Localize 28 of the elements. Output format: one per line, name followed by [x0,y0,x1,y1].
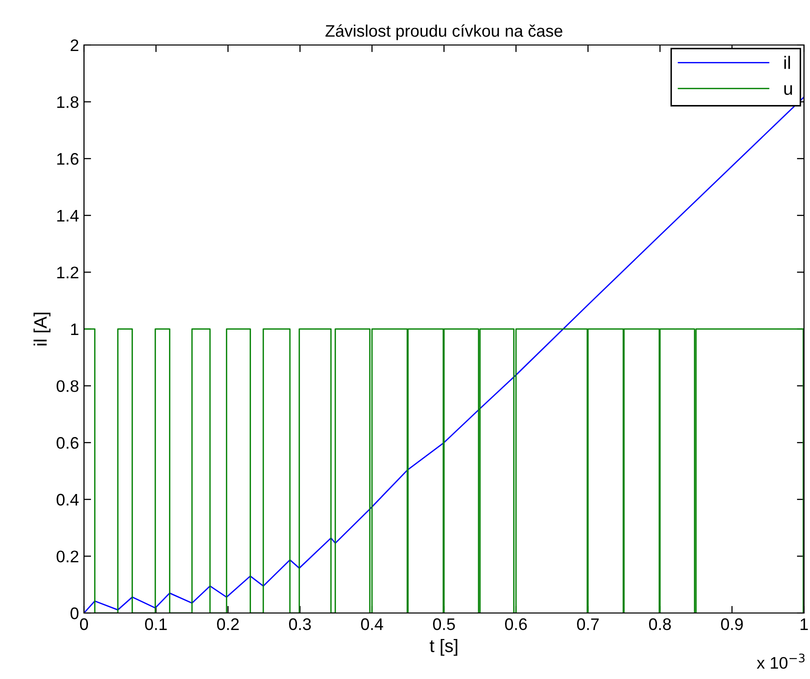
chart-title: Závislost proudu cívkou na čase [325,24,562,40]
y-tick-label: 1.2 [57,266,78,278]
legend-label: u [784,85,792,95]
y-tick-label: 0.4 [56,494,79,506]
x-tick-label: 0.4 [361,618,384,630]
y-tick-label: 2 [70,39,78,52]
x-tick-label: 0 [80,618,88,630]
x-tick-label: 1 [800,618,808,630]
x-tick-label: 0.6 [505,618,527,630]
x-tick-label: 0.2 [217,618,239,630]
y-tick-label: 0 [70,607,78,620]
y-tick-label: 1.8 [57,96,78,108]
y-tick-label: 1 [71,324,78,336]
y-tick-label: 0.8 [56,380,78,392]
legend-label: il [784,56,790,69]
y-axis-title: il [A] [34,312,50,346]
x-tick-label: 0.8 [649,618,671,630]
y-tick-label: 0.6 [56,437,78,449]
y-tick-label: 1.6 [57,153,78,165]
y-tick-label: 1.4 [57,210,79,222]
x-axis-title: t [s] [430,638,458,656]
x-tick-label: 0.1 [145,618,167,630]
text: x 10$^{−3}$ [756,654,805,669]
x-tick-label: 0.9 [721,618,743,630]
y-tick-label: 0.2 [56,550,78,562]
x-tick-label: 0.3 [289,618,311,630]
x-tick-label: 0.5 [433,618,455,630]
x-tick-label: 0.7 [577,618,599,630]
